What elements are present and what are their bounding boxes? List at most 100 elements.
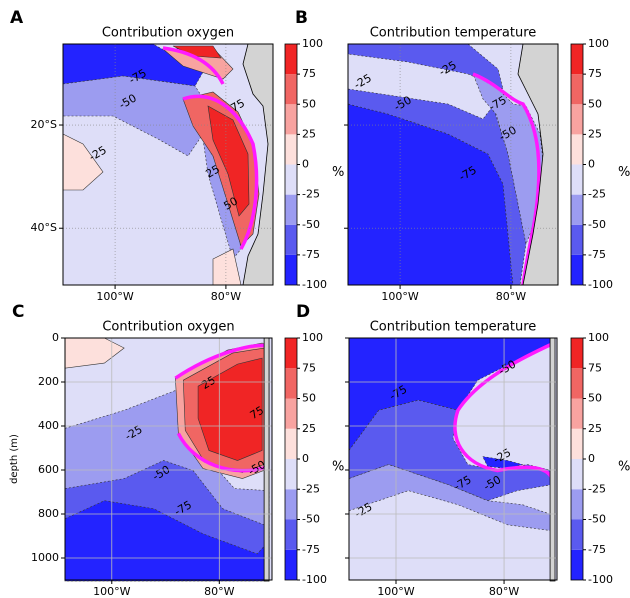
colorbar-bin bbox=[571, 338, 583, 369]
colorbar-tick-label: -50 bbox=[588, 513, 606, 526]
axes-frame bbox=[347, 43, 559, 286]
y-tick-label: 1000 bbox=[31, 551, 59, 564]
plot-area: -75-50-25-75 -50-25 bbox=[348, 337, 557, 582]
contour-region bbox=[347, 43, 504, 90]
panel-title: Contribution temperature bbox=[370, 320, 537, 335]
colorbar-tick-label: 50 bbox=[588, 392, 602, 405]
colorbar-bin bbox=[571, 489, 583, 520]
colorbar-tick-label: -25 bbox=[588, 482, 606, 495]
colorbar-tick-label: -75 bbox=[302, 248, 320, 261]
colorbar-bin bbox=[285, 549, 297, 580]
colorbar-bin bbox=[285, 194, 297, 225]
colorbar-bin bbox=[285, 428, 297, 459]
colorbar-tick-label: 75 bbox=[302, 361, 316, 374]
colorbar-bin bbox=[285, 254, 297, 285]
axes-frame bbox=[348, 337, 558, 581]
contour-label: 75 bbox=[228, 96, 247, 114]
colorbar-tick-label: 75 bbox=[302, 67, 316, 80]
contour-region bbox=[64, 500, 270, 582]
colorbar-bin bbox=[285, 519, 297, 550]
colorbar-tick-label: 25 bbox=[588, 127, 602, 140]
panel-title: Contribution oxygen bbox=[102, 320, 234, 335]
contour-region bbox=[197, 357, 263, 461]
colorbar-tick-label: 100 bbox=[302, 37, 323, 50]
colorbar-label: % bbox=[618, 460, 630, 475]
colorbar-tick-label: -100 bbox=[302, 278, 327, 291]
colorbar-tick-label: -25 bbox=[302, 188, 320, 201]
zero-contour bbox=[174, 343, 270, 473]
colorbar-bin bbox=[285, 368, 297, 399]
panel: A Contribution oxygen -75 -50 -25 75 25 50 100°W… bbox=[10, 8, 344, 303]
colorbar-bin bbox=[571, 549, 583, 580]
x-tick-label: 100°W bbox=[93, 585, 130, 598]
x-tick-label: 80°W bbox=[211, 290, 241, 303]
colorbar-bin bbox=[285, 134, 297, 165]
panel-title: Contribution temperature bbox=[370, 26, 537, 41]
colorbar-tick-label: 0 bbox=[302, 158, 309, 171]
panel-label: D bbox=[296, 302, 310, 322]
colorbar-tick-label: -50 bbox=[302, 513, 320, 526]
colorbar-tick-label: 25 bbox=[588, 422, 602, 435]
x-tick-label: 100°W bbox=[96, 290, 133, 303]
colorbar-bin bbox=[285, 104, 297, 135]
contour-region bbox=[347, 88, 527, 286]
colorbar-tick-label: -25 bbox=[588, 188, 606, 201]
colorbar-tick-label: 75 bbox=[588, 361, 602, 374]
colorbar-tick-label: 100 bbox=[302, 331, 323, 344]
colorbar-tick-label: -75 bbox=[302, 543, 320, 556]
contour-region bbox=[347, 103, 514, 286]
colorbar-bin bbox=[285, 398, 297, 429]
colorbar-tick-label: -100 bbox=[588, 278, 613, 291]
y-tick-label: 200 bbox=[38, 375, 59, 388]
colorbar-bin bbox=[571, 74, 583, 105]
contour-region bbox=[207, 105, 250, 217]
plot-area: -25-25-50 -75-75-50 bbox=[347, 43, 559, 286]
colorbar-tick-label: -100 bbox=[588, 573, 613, 586]
contour-region bbox=[62, 75, 214, 157]
colorbar-tick-label: -75 bbox=[588, 543, 606, 556]
panel-label: B bbox=[295, 8, 308, 28]
colorbar-tick-label: -100 bbox=[302, 573, 327, 586]
panel-label: A bbox=[10, 8, 24, 28]
colorbar-tick-label: -75 bbox=[588, 248, 606, 261]
colorbar-tick-label: 25 bbox=[302, 422, 316, 435]
colorbar-bin bbox=[285, 44, 297, 75]
x-tick-label: 80°W bbox=[204, 585, 234, 598]
panel-title: Contribution oxygen bbox=[102, 26, 234, 41]
colorbar-bin bbox=[571, 194, 583, 225]
y-axis-label: depth (m) bbox=[9, 434, 20, 484]
colorbar-bin bbox=[571, 134, 583, 165]
x-tick-label: 100°W bbox=[381, 290, 418, 303]
colorbar-tick-label: 75 bbox=[588, 67, 602, 80]
colorbar-bin bbox=[285, 74, 297, 105]
colorbar-bin bbox=[285, 459, 297, 490]
y-tick-label: 20°S bbox=[31, 118, 57, 131]
contour-label: 75 bbox=[248, 404, 266, 422]
zero-contour bbox=[162, 46, 259, 250]
contour-label: 50 bbox=[221, 194, 240, 212]
land bbox=[263, 337, 270, 582]
colorbar-tick-label: 100 bbox=[588, 37, 609, 50]
land bbox=[549, 337, 556, 582]
contour-label: 25 bbox=[203, 162, 222, 180]
colorbar-tick-label: 0 bbox=[302, 452, 309, 465]
contour-label: 25 bbox=[199, 374, 217, 392]
colorbar-label: % bbox=[332, 165, 344, 180]
y-tick-label: 0 bbox=[52, 331, 59, 344]
colorbar-tick-label: 50 bbox=[302, 97, 316, 110]
panel-label: C bbox=[12, 302, 24, 322]
colorbar-bin bbox=[571, 368, 583, 399]
x-tick-label: 100°W bbox=[377, 585, 414, 598]
y-tick-label: 400 bbox=[38, 419, 59, 432]
colorbar-bin bbox=[571, 224, 583, 255]
contour-region bbox=[202, 138, 242, 260]
zero-contour bbox=[472, 72, 541, 286]
colorbar-tick-label: -50 bbox=[302, 218, 320, 231]
x-tick-label: 80°W bbox=[489, 585, 519, 598]
axes-frame bbox=[64, 337, 273, 581]
colorbar-bin bbox=[571, 398, 583, 429]
